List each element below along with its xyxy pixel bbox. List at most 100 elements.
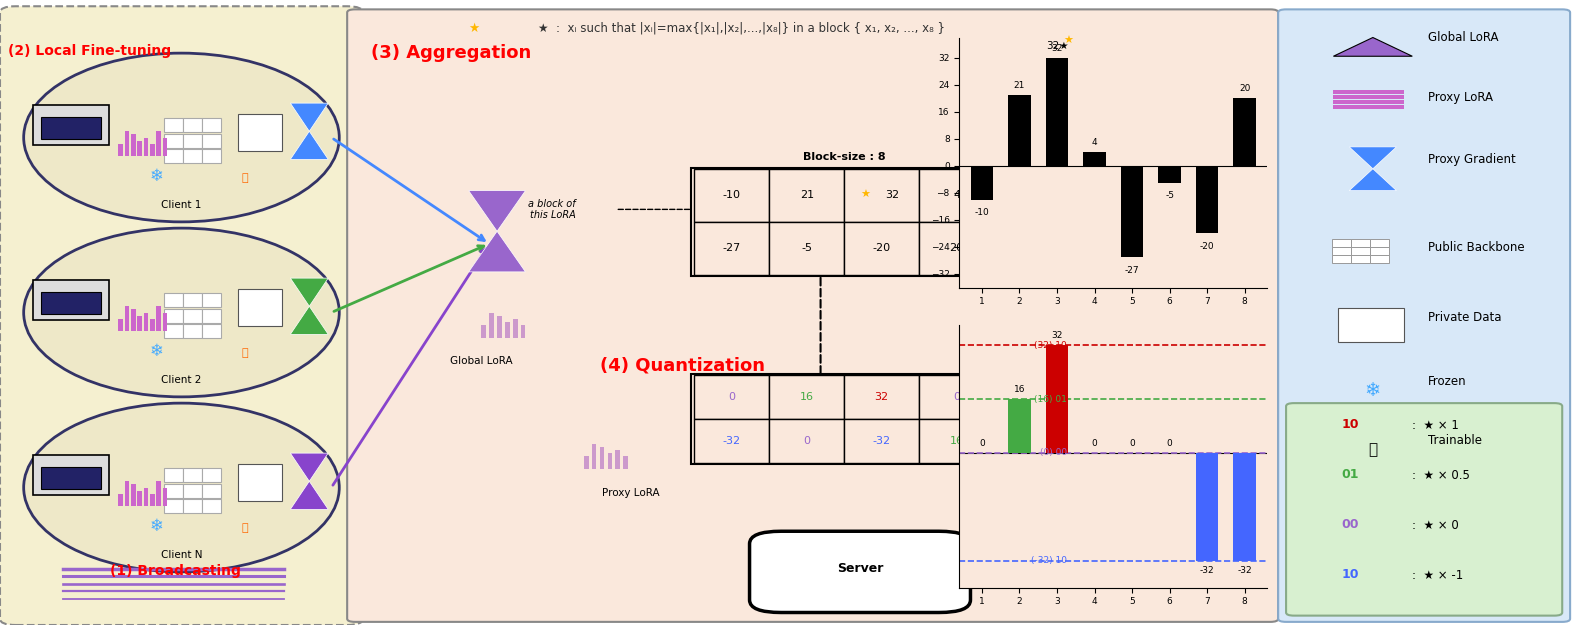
Polygon shape [290,453,328,481]
Text: 32: 32 [885,190,899,200]
Text: 0: 0 [978,439,985,448]
Text: -10: -10 [723,190,740,200]
Bar [1046,345,1068,453]
Ellipse shape [24,403,339,572]
Bar [1158,166,1180,182]
FancyBboxPatch shape [163,312,167,331]
FancyBboxPatch shape [202,118,221,132]
FancyBboxPatch shape [33,280,109,320]
FancyBboxPatch shape [513,319,518,338]
Text: Private Data: Private Data [1428,311,1502,324]
FancyBboxPatch shape [41,292,101,314]
FancyBboxPatch shape [150,144,155,156]
Polygon shape [290,131,328,159]
FancyBboxPatch shape [844,169,918,222]
FancyBboxPatch shape [497,316,502,338]
FancyBboxPatch shape [164,149,183,163]
FancyBboxPatch shape [615,450,620,469]
FancyBboxPatch shape [347,9,1278,622]
FancyBboxPatch shape [125,306,129,331]
Text: Client N: Client N [161,550,202,560]
FancyBboxPatch shape [183,149,202,163]
FancyBboxPatch shape [691,374,997,464]
Text: Client 1: Client 1 [161,200,202,210]
Text: :  ★ × 0.5: : ★ × 0.5 [1412,469,1471,481]
FancyBboxPatch shape [137,491,142,506]
Text: 20: 20 [950,243,964,254]
FancyBboxPatch shape [584,456,589,469]
Text: 10: 10 [1341,569,1359,581]
Text: -32: -32 [1199,566,1215,574]
FancyBboxPatch shape [768,419,844,462]
FancyBboxPatch shape [505,322,510,338]
Text: 🔥: 🔥 [241,173,248,183]
FancyBboxPatch shape [131,134,136,156]
Polygon shape [1349,169,1397,191]
FancyBboxPatch shape [118,494,123,506]
FancyBboxPatch shape [137,141,142,156]
Text: Proxy LoRA: Proxy LoRA [1428,91,1493,104]
Bar [1196,453,1218,561]
Text: Public Backbone: Public Backbone [1428,241,1524,254]
FancyBboxPatch shape [1370,255,1389,263]
FancyBboxPatch shape [163,138,167,156]
Text: ★  :  xᵢ such that |xᵢ|=max{|x₁|,|x₂|,...,|x₈|} in a block { x₁, x₂, ..., x₈ }: ★ : xᵢ such that |xᵢ|=max{|x₁|,|x₂|,...,… [538,22,945,35]
FancyBboxPatch shape [918,375,994,419]
Bar [1120,166,1144,257]
Bar [1008,399,1030,453]
Polygon shape [290,481,328,509]
Bar [1196,166,1218,234]
FancyBboxPatch shape [118,319,123,331]
FancyBboxPatch shape [150,494,155,506]
FancyBboxPatch shape [844,375,918,419]
FancyBboxPatch shape [202,468,221,482]
Text: 16: 16 [800,392,814,402]
Text: Global LoRA: Global LoRA [1428,31,1499,44]
Polygon shape [1333,38,1412,56]
FancyBboxPatch shape [183,484,202,498]
FancyBboxPatch shape [1333,100,1404,104]
FancyBboxPatch shape [694,375,768,419]
FancyBboxPatch shape [592,444,596,469]
FancyBboxPatch shape [202,134,221,148]
Text: Client 2: Client 2 [161,375,202,385]
FancyBboxPatch shape [156,131,161,156]
FancyBboxPatch shape [1332,239,1351,247]
Text: -32: -32 [723,436,740,446]
Text: :  ★ × -1: : ★ × -1 [1412,569,1463,581]
FancyBboxPatch shape [131,309,136,331]
FancyBboxPatch shape [33,105,109,145]
FancyBboxPatch shape [164,309,183,322]
FancyBboxPatch shape [1338,308,1404,342]
FancyBboxPatch shape [521,325,525,338]
Polygon shape [469,191,525,231]
FancyBboxPatch shape [608,453,612,469]
FancyBboxPatch shape [691,168,997,276]
FancyBboxPatch shape [1351,247,1370,255]
FancyBboxPatch shape [1286,403,1562,616]
FancyBboxPatch shape [0,6,363,625]
FancyBboxPatch shape [183,468,202,482]
Text: a block of
this LoRA: a block of this LoRA [529,199,576,220]
FancyBboxPatch shape [164,134,183,148]
Text: 32: 32 [874,392,888,402]
FancyBboxPatch shape [202,499,221,513]
FancyBboxPatch shape [183,309,202,322]
FancyBboxPatch shape [694,169,768,222]
Text: 0: 0 [953,392,959,402]
Text: (1) Broadcasting: (1) Broadcasting [110,564,241,578]
FancyBboxPatch shape [118,144,123,156]
FancyBboxPatch shape [1333,95,1404,99]
FancyBboxPatch shape [183,324,202,338]
FancyBboxPatch shape [202,293,221,307]
Text: 01: 01 [1341,469,1359,481]
Text: ❄: ❄ [1365,381,1381,400]
Text: 🔥: 🔥 [241,348,248,358]
Text: 0: 0 [729,392,735,402]
Bar [1008,95,1030,166]
FancyBboxPatch shape [137,316,142,331]
Text: -10: -10 [975,208,989,217]
Text: (4) Quantization: (4) Quantization [600,356,765,374]
Ellipse shape [24,228,339,397]
Text: 0: 0 [1092,439,1097,448]
